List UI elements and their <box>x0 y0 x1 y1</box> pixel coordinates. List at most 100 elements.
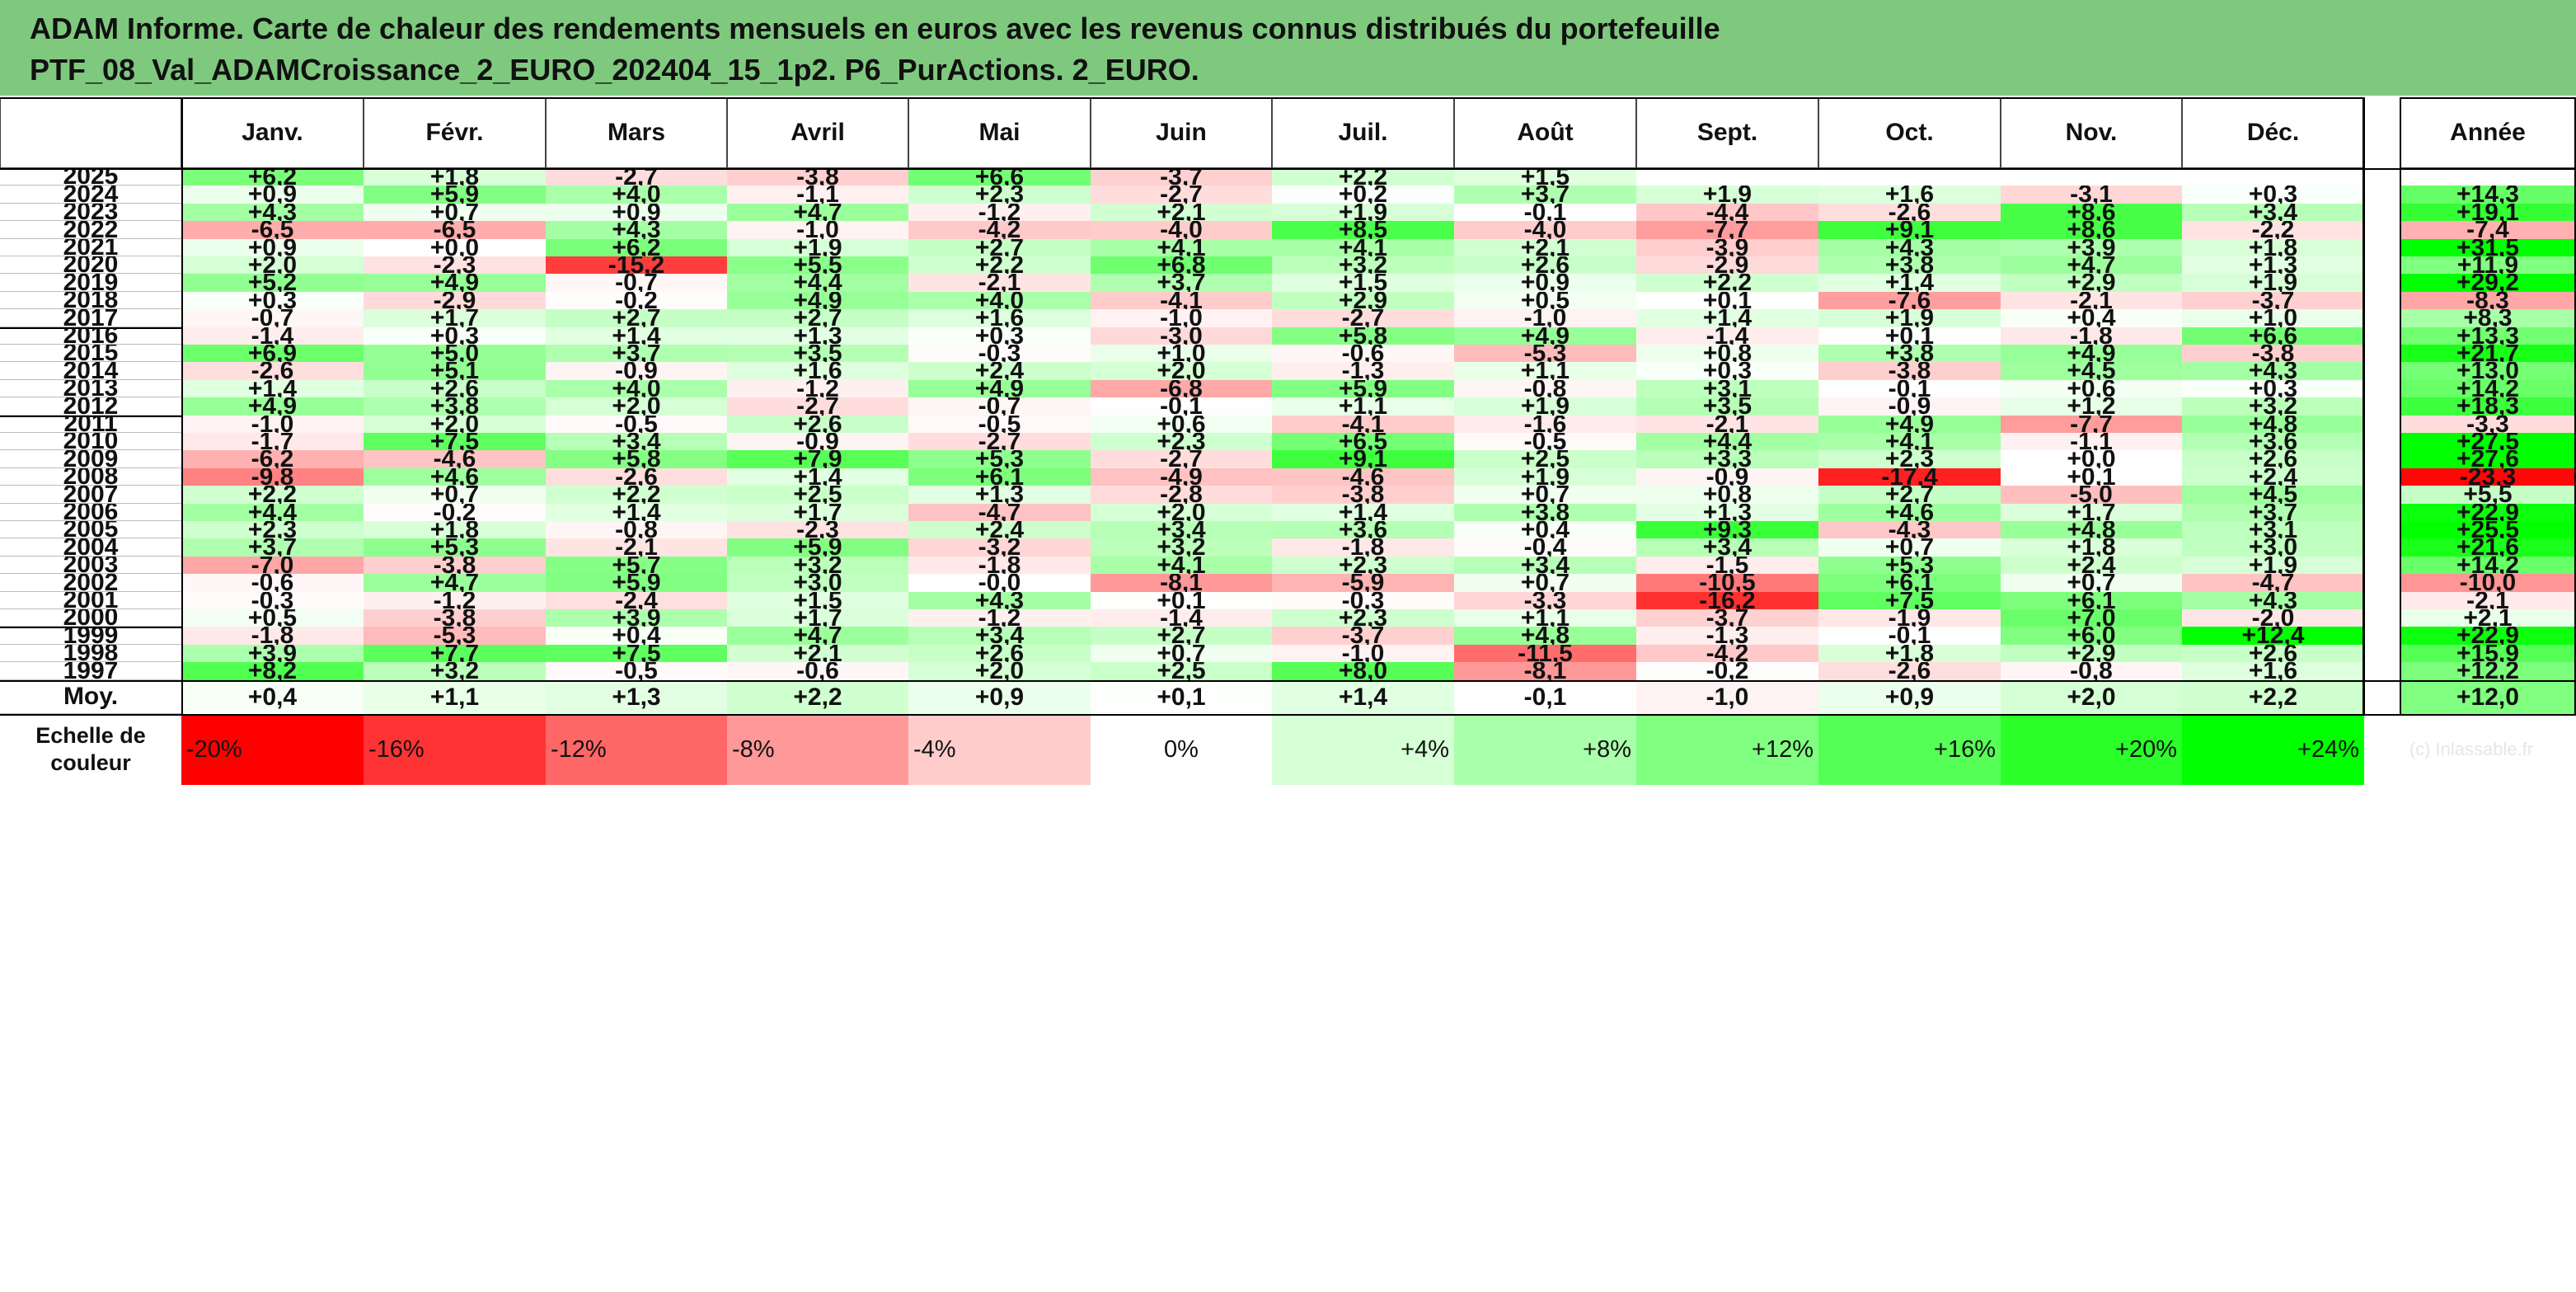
heat-cell: +3,5 <box>727 345 908 362</box>
heat-cell: -4,7 <box>2182 574 2364 592</box>
year-total-cell: -10,0 <box>2400 574 2576 592</box>
heat-cell: +2,5 <box>1091 662 1272 680</box>
heat-cell: +2,1 <box>727 645 908 662</box>
average-cell: +0,9 <box>908 680 1091 714</box>
column-header-8: Sept. <box>1636 97 1818 168</box>
heat-cell: +3,7 <box>181 538 364 557</box>
heat-cell: +5,5 <box>727 256 908 274</box>
heat-cell: +4,7 <box>727 204 908 221</box>
heat-cell: +7,7 <box>364 645 546 662</box>
heat-cell: +3,4 <box>1091 521 1272 538</box>
row-label: 2008 <box>0 468 181 486</box>
heat-cell: +1,9 <box>727 239 908 256</box>
heat-cell: +1,3 <box>1636 504 1818 521</box>
heat-cell: +1,9 <box>2182 274 2364 292</box>
month-block-right-border <box>2363 97 2365 714</box>
heat-cell: -3,8 <box>364 557 546 574</box>
heat-cell: +0,7 <box>364 204 546 221</box>
heat-cell: +4,9 <box>364 274 546 292</box>
heat-cell: +3,0 <box>727 574 908 592</box>
heat-cell: -2,6 <box>1818 204 2001 221</box>
heat-cell: -2,7 <box>546 168 727 186</box>
heat-cell: +4,7 <box>364 574 546 592</box>
heat-cell: +0,3 <box>181 292 364 309</box>
heat-cell: +7,5 <box>546 645 727 662</box>
heat-cell: +12,4 <box>2182 627 2364 645</box>
heat-cell: +1,8 <box>2001 538 2182 557</box>
heat-cell: +0,9 <box>181 239 364 256</box>
heat-cell: +6,2 <box>181 168 364 186</box>
heat-cell: +1,3 <box>908 486 1091 504</box>
row-label: 2002 <box>0 574 181 592</box>
heat-cell: +4,6 <box>1818 504 2001 521</box>
heat-cell: +1,4 <box>1636 309 1818 327</box>
heat-cell: -1,3 <box>1272 362 1454 380</box>
heat-cell: -17,4 <box>1818 468 2001 486</box>
heat-cell: +3,0 <box>2182 538 2364 557</box>
year-block-left-border <box>2400 97 2401 714</box>
heat-cell: -2,1 <box>908 274 1091 292</box>
heat-cell: +1,5 <box>727 592 908 609</box>
heat-cell: -1,4 <box>1636 327 1818 345</box>
heat-cell: +5,9 <box>1272 380 1454 397</box>
heat-cell: -0,6 <box>181 574 364 592</box>
heat-cell: +1,9 <box>1454 397 1636 416</box>
column-header-5: Juin <box>1091 97 1272 168</box>
heat-cell: +0,1 <box>1091 592 1272 609</box>
heat-cell: +3,8 <box>1818 345 2001 362</box>
heat-cell: -2,3 <box>364 256 546 274</box>
heat-cell: +2,2 <box>908 256 1091 274</box>
heat-cell: -0,1 <box>1818 627 2001 645</box>
heat-cell: -5,3 <box>1454 345 1636 362</box>
heat-cell: -0,8 <box>546 521 727 538</box>
heat-cell: -4,0 <box>1091 221 1272 239</box>
heat-cell: +2,6 <box>2182 450 2364 468</box>
heat-cell: +4,4 <box>181 504 364 521</box>
year-total-cell: +21,7 <box>2400 345 2576 362</box>
heat-cell: -0,7 <box>546 274 727 292</box>
heat-cell <box>2182 168 2364 186</box>
heat-cell: +0,9 <box>181 186 364 204</box>
scale-step: -20% <box>181 714 364 785</box>
heat-cell: -1,0 <box>727 221 908 239</box>
heat-cell: +6,1 <box>2001 592 2182 609</box>
heat-cell: +3,1 <box>1636 380 1818 397</box>
row-label: 2003 <box>0 557 181 574</box>
heat-cell: +4,9 <box>727 292 908 309</box>
heat-cell: -0,1 <box>1454 204 1636 221</box>
heat-cell: +2,6 <box>1454 256 1636 274</box>
heat-cell: +2,9 <box>1272 292 1454 309</box>
heat-cell: -3,8 <box>2182 345 2364 362</box>
heat-cell: +1,1 <box>1454 362 1636 380</box>
heat-cell: +3,9 <box>546 609 727 627</box>
heat-cell: +8,6 <box>2001 204 2182 221</box>
heat-cell: -2,7 <box>908 433 1091 450</box>
year-total-cell: +21,6 <box>2400 538 2576 557</box>
heat-cell: +4,9 <box>1818 416 2001 433</box>
heat-cell: -1,2 <box>908 609 1091 627</box>
year-total-cell: +27,6 <box>2400 450 2576 468</box>
heat-cell <box>1636 168 1818 186</box>
heat-cell: -1,0 <box>1272 645 1454 662</box>
heat-cell: -1,5 <box>1636 557 1818 574</box>
heat-cell: +2,7 <box>1091 627 1272 645</box>
column-header-9: Oct. <box>1818 97 2001 168</box>
heat-cell: -4,6 <box>1272 468 1454 486</box>
heat-cell: -0,0 <box>908 574 1091 592</box>
heat-cell: -2,0 <box>2182 609 2364 627</box>
heat-cell: -3,8 <box>364 609 546 627</box>
heat-cell: -2,1 <box>1636 416 1818 433</box>
heat-cell: +2,5 <box>1454 450 1636 468</box>
heat-cell: +0,7 <box>364 486 546 504</box>
heat-cell: -1,7 <box>181 433 364 450</box>
heat-cell: -4,2 <box>1636 645 1818 662</box>
heat-cell: -0,9 <box>1636 468 1818 486</box>
year-total-cell: +14,2 <box>2400 380 2576 397</box>
heat-cell: +5,9 <box>727 538 908 557</box>
scale-step: 0% <box>1091 714 1272 785</box>
heat-cell: +1,4 <box>1818 274 2001 292</box>
heat-cell: +1,3 <box>727 327 908 345</box>
column-header-7: Août <box>1454 97 1636 168</box>
heat-cell: +7,9 <box>727 450 908 468</box>
heat-cell <box>2001 168 2182 186</box>
